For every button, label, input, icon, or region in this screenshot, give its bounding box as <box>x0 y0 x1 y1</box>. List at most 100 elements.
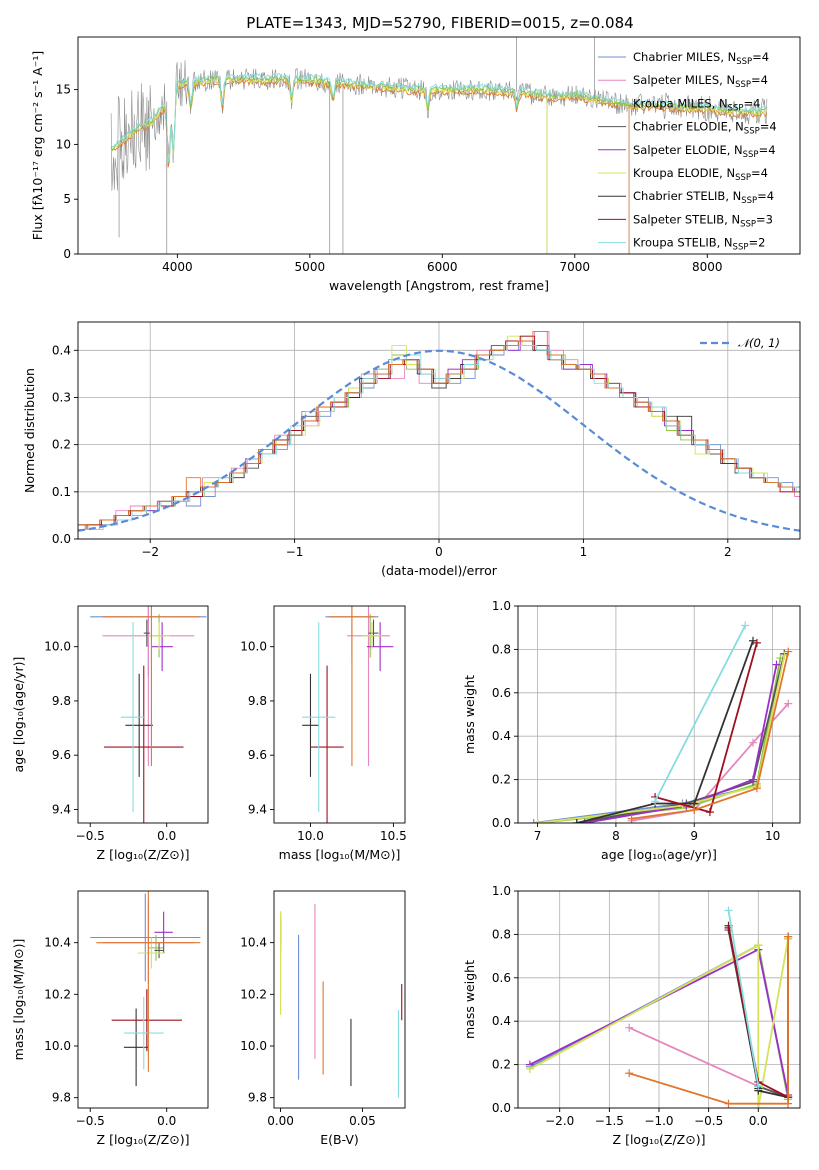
mass-weight-marker <box>651 797 660 806</box>
x-tick-label: −1 <box>286 545 304 559</box>
y-tick-label: 9.4 <box>52 802 71 816</box>
axes-frame <box>77 36 801 255</box>
plot-area <box>78 330 800 532</box>
mass-weight-marker <box>625 1069 634 1078</box>
mass-weight-marker <box>529 819 538 823</box>
y-tick-label: 10.2 <box>240 987 267 1001</box>
x-axis-label: Z [log₁₀(Z/Z⊙)] <box>97 1132 190 1147</box>
x-tick-label: 0.05 <box>349 1114 376 1128</box>
legend-entry: Chabrier MILES, NSSP=4 <box>633 50 769 67</box>
x-tick-label: −2 <box>141 545 159 559</box>
y-tick-label: 0.0 <box>492 816 511 830</box>
mass-weight-line <box>631 651 790 820</box>
legend-entry: 𝒩(0, 1) <box>738 336 780 350</box>
x-axis-label: E(B-V) <box>320 1132 359 1147</box>
y-tick-label: 10.0 <box>44 1039 71 1053</box>
x-tick-label: −1.5 <box>595 1114 624 1128</box>
spectrum-model-line <box>110 72 768 162</box>
y-tick-label: 10.2 <box>44 987 71 1001</box>
x-tick-label: −1.0 <box>644 1114 673 1128</box>
mass-weight-marker <box>784 647 793 656</box>
y-tick-label: 10 <box>56 137 71 151</box>
x-tick-label: −0.5 <box>76 1114 105 1128</box>
y-tick-label: 10.0 <box>240 640 267 654</box>
y-tick-label: 0.2 <box>492 1058 511 1072</box>
x-tick-label: 7000 <box>560 260 591 274</box>
legend-entry: Kroupa MILES, NSSP=4 <box>633 96 760 113</box>
legend-entry: Chabrier STELIB, NSSP=4 <box>633 189 774 206</box>
mass-weight-marker <box>724 906 733 915</box>
y-tick-label: 9.6 <box>52 748 71 762</box>
y-tick-label: 0 <box>63 247 71 261</box>
y-axis-label: mass weight <box>462 960 477 1039</box>
x-tick-label: 5000 <box>295 260 326 274</box>
mass-weight-marker <box>741 621 750 630</box>
x-tick-label: 10.5 <box>380 829 407 843</box>
y-tick-label: 0.4 <box>492 1014 511 1028</box>
y-tick-label: 9.8 <box>248 1091 267 1105</box>
mass-weight-marker <box>754 1104 763 1108</box>
x-tick-label: 6000 <box>427 260 458 274</box>
legend-entry: Kroupa ELODIE, NSSP=4 <box>633 166 768 183</box>
y-tick-label: 15 <box>56 83 71 97</box>
histogram-series <box>78 330 800 531</box>
plot-area <box>90 606 207 823</box>
x-tick-label: 10 <box>765 829 780 843</box>
x-axis-label: age [log₁₀(age/yr)] <box>601 847 717 862</box>
mass-weight-marker <box>705 808 714 817</box>
y-tick-label: 10.0 <box>240 1039 267 1053</box>
x-tick-label: −0.5 <box>694 1114 723 1128</box>
axes-frame <box>77 605 209 824</box>
legend-entry: Kroupa STELIB, NSSP=2 <box>633 236 765 253</box>
mass-weight-marker <box>525 1064 534 1073</box>
y-tick-label: 0.4 <box>52 343 71 357</box>
panel-age-vs-mass: 10.0 10.5 9.4 9.6 9.8 10.0 mass [log₁₀(M/M⊙)] <box>240 605 407 862</box>
x-tick-label: 8 <box>612 829 620 843</box>
y-axis-label: Flux [fλ10⁻¹⁷ erg cm⁻² s⁻¹ A⁻¹] <box>30 51 45 240</box>
mass-weight-line <box>654 642 758 814</box>
mass-weight-line <box>628 936 789 1105</box>
histogram-series <box>78 330 800 526</box>
y-tick-label: 10.4 <box>240 936 267 950</box>
x-axis-label: (data-model)/error <box>381 563 498 578</box>
y-tick-label: 9.6 <box>248 748 267 762</box>
panel-mass-vs-z: −0.5 0.0 9.8 10.0 10.2 10.4 Z [log₁₀(Z/Z⊙)] mas… <box>11 890 209 1147</box>
x-tick-label: 2 <box>724 545 732 559</box>
x-tick-label: 0.00 <box>267 1114 294 1128</box>
mass-weight-marker <box>625 1023 634 1032</box>
axes-frame <box>77 890 209 1109</box>
histogram-series <box>78 335 800 531</box>
y-tick-label: 0.8 <box>492 642 511 656</box>
x-tick-label: −0.5 <box>76 829 105 843</box>
panel-age-vs-z: −0.5 0.0 9.4 9.6 9.8 10.0 Z [log₁₀(Z/Z⊙)] age [… <box>11 605 209 862</box>
x-tick-label: −2.0 <box>545 1114 574 1128</box>
mass-weight-line <box>529 938 789 1108</box>
mass-weight-marker <box>784 1099 793 1108</box>
mass-weight-marker <box>690 805 699 814</box>
x-tick-label: 0.0 <box>157 829 176 843</box>
y-tick-label: 0.1 <box>52 485 71 499</box>
y-tick-label: 0.3 <box>52 390 71 404</box>
mass-weight-marker <box>754 1082 763 1091</box>
x-tick-label: 0.0 <box>749 1114 768 1128</box>
plot-area <box>110 37 768 254</box>
x-axis-label: mass [log₁₀(M/M⊙)] <box>279 847 401 862</box>
y-tick-label: 0.2 <box>492 773 511 787</box>
x-tick-label: 9 <box>690 829 698 843</box>
spectrum-legend: Chabrier MILES, NSSP=4 Salpeter MILES, NS… <box>598 50 777 253</box>
mass-weight-line <box>654 625 747 802</box>
x-tick-label: 0.0 <box>157 1114 176 1128</box>
y-axis-label: Normed distribution <box>22 368 37 493</box>
y-tick-label: 0.6 <box>492 971 511 985</box>
y-tick-label: 5 <box>63 192 71 206</box>
y-axis-label: age [log₁₀(age/yr)] <box>11 657 26 773</box>
legend-entry: Chabrier ELODIE, NSSP=4 <box>633 120 777 137</box>
y-tick-label: 0.0 <box>52 532 71 546</box>
mass-weight-marker <box>752 638 761 647</box>
legend-entry: Salpeter STELIB, NSSP=3 <box>633 212 773 229</box>
y-tick-label: 0.2 <box>52 438 71 452</box>
axes-frame <box>273 605 406 824</box>
mass-weight-marker <box>749 738 757 747</box>
